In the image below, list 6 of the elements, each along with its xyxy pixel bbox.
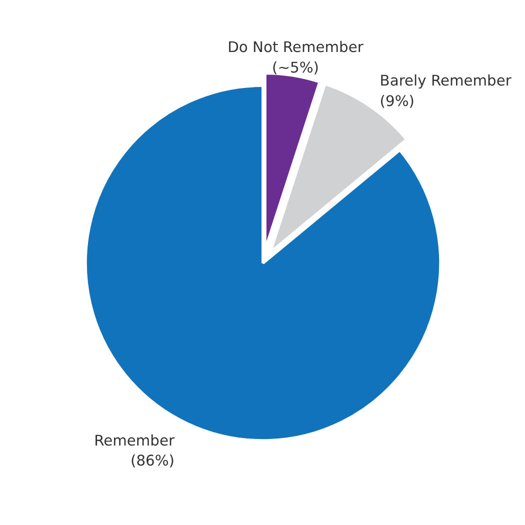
slice-label: Barely Remember	[380, 72, 512, 90]
data-label: (~5%)	[272, 59, 319, 76]
data-label: (86%)	[130, 452, 175, 470]
slice-label: Do Not Remember	[228, 39, 364, 56]
slice-label: Remember	[94, 432, 176, 450]
data-label: (9%)	[380, 92, 414, 110]
